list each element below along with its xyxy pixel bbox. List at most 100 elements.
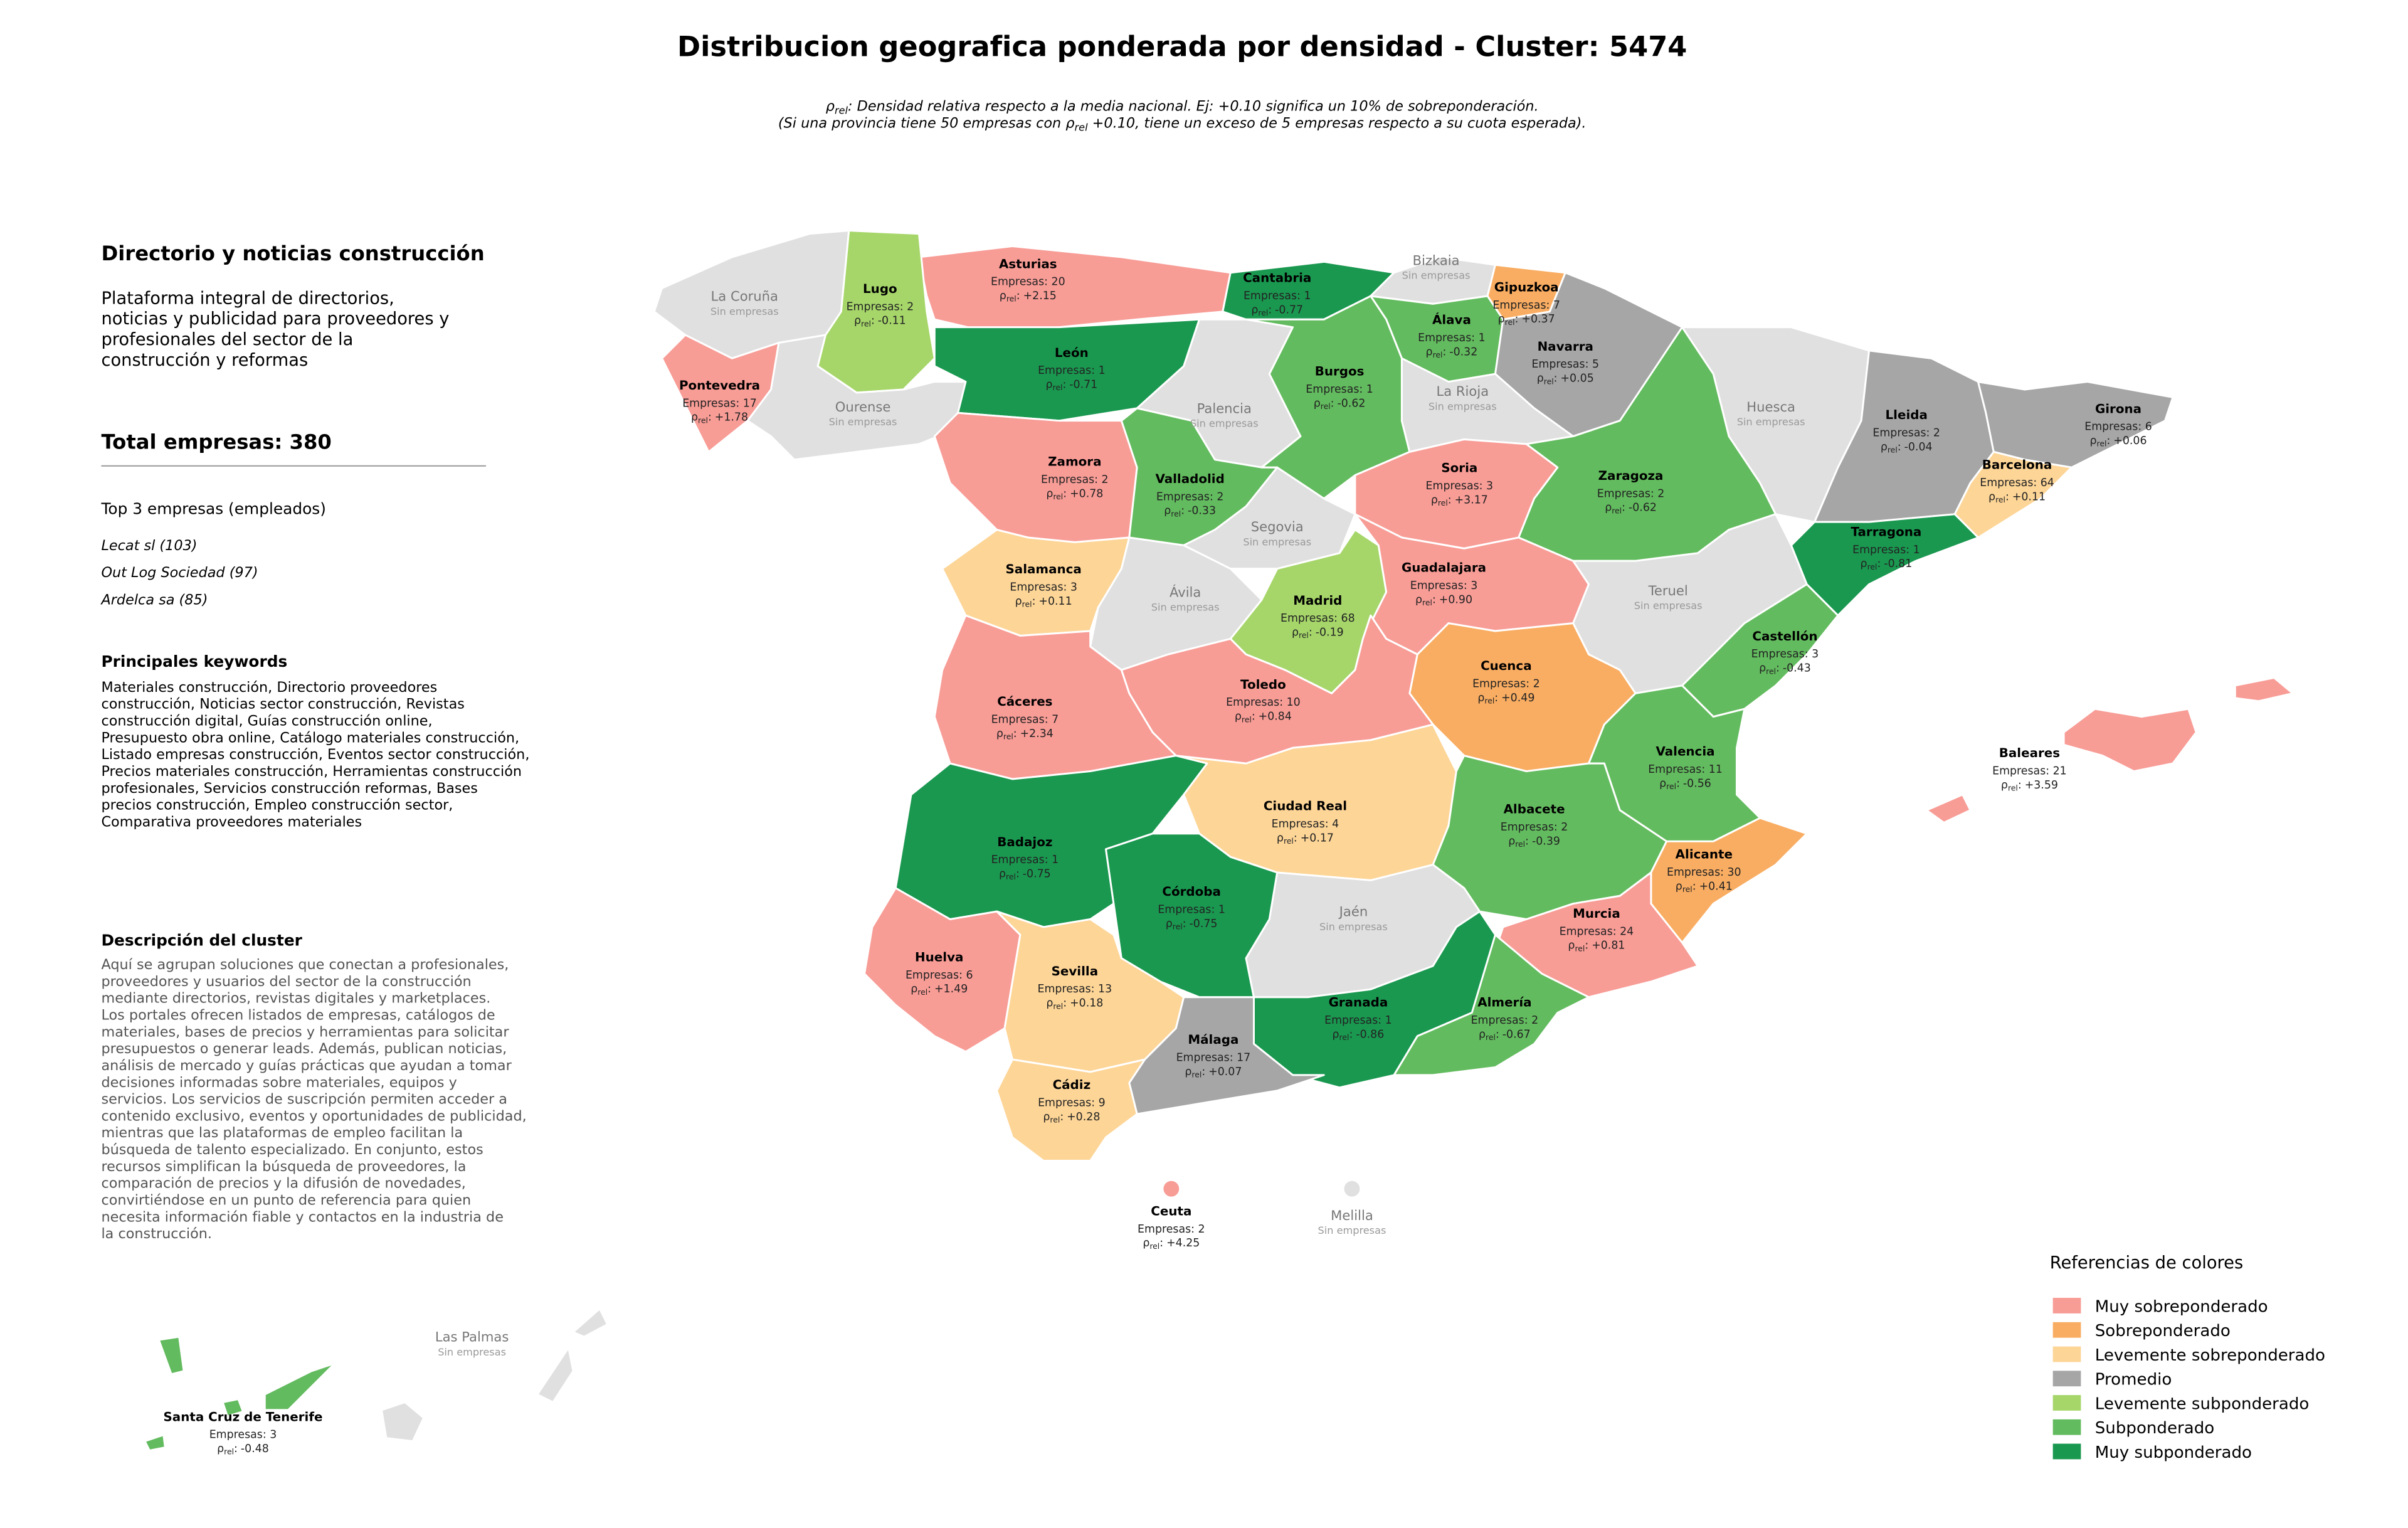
province-companies: Empresas: 2 (1041, 474, 1109, 486)
province-rho: ρrel: -0.56 (1659, 777, 1711, 791)
rho-symbol: ρ (1000, 290, 1006, 302)
legend-swatch (2052, 1298, 2081, 1313)
province-companies: Empresas: 2 (1472, 677, 1540, 690)
rho-symbol: ρ (1759, 662, 1766, 675)
province-companies: Empresas: 1 (1324, 1014, 1392, 1027)
description-line: materiales, bases de precios y herramien… (101, 1024, 509, 1040)
rho-symbol: ρ (1426, 346, 1433, 358)
province-name: Castellón (1752, 629, 1817, 644)
rho-subscript: rel (2008, 783, 2018, 793)
rho-symbol: ρ (1015, 595, 1022, 608)
rho-separator: : (1063, 997, 1067, 1010)
province-shape (157, 1335, 185, 1376)
province-companies: Empresas: 7 (1492, 299, 1560, 312)
province-companies: Empresas: 68 (1281, 612, 1355, 625)
tagline: profesionales del sector de la (101, 330, 353, 349)
province-rho: ρrel: -0.04 (1881, 441, 1933, 455)
province-companies: Sin empresas (1428, 400, 1497, 412)
province-companies: Empresas: 2 (1597, 487, 1665, 500)
rho-subscript: rel (1053, 383, 1063, 392)
rho-subscript: rel (1888, 445, 1898, 455)
province-companies: Sin empresas (1737, 416, 1805, 428)
keywords-title: Principales keywords (101, 652, 287, 671)
province-name: Baleares (1999, 746, 2060, 760)
description-line: Los portales ofrecen listados de empresa… (101, 1007, 495, 1023)
province-name: Palencia (1197, 400, 1252, 416)
rho-subscript: rel (1484, 696, 1494, 706)
rho-symbol: ρ (1479, 1028, 1486, 1041)
rho-subscript: rel (1022, 600, 1032, 609)
rho-separator: : (1268, 304, 1272, 316)
province-shape (1953, 450, 2073, 539)
rho-separator: : (1349, 1028, 1353, 1041)
province-name: Cuenca (1481, 659, 1532, 673)
rho-symbol: ρ (691, 411, 698, 424)
rho-symbol: ρ (217, 1443, 224, 1455)
rho-value: -0.11 (878, 315, 906, 327)
province-rho: ρrel: +0.28 (1043, 1111, 1100, 1125)
rho-separator: : (1676, 777, 1680, 790)
province-rho: ρrel: -0.62 (1314, 397, 1366, 411)
rho-subscript: rel (1505, 317, 1515, 327)
province-name: Zaragoza (1598, 469, 1664, 483)
rho-symbol: ρ (1477, 692, 1484, 704)
rho-subscript: rel (2097, 439, 2107, 448)
province-companies: Empresas: 3 (1426, 480, 1494, 492)
province-rho: ρrel: +0.41 (1676, 880, 1733, 894)
province-rho: ρrel: +1.49 (911, 983, 968, 997)
province-companies: Empresas: 30 (1667, 866, 1741, 879)
province-companies: Empresas: 2 (1501, 821, 1568, 834)
province-rho: ρrel: +0.18 (1046, 997, 1103, 1011)
rho-symbol: ρ (1046, 997, 1053, 1010)
rho-symbol: ρ (996, 728, 1003, 740)
keywords-line: Materiales construcción, Directorio prov… (101, 679, 437, 696)
rho-separator: : (2005, 491, 2009, 503)
province-rho: ρrel: -0.67 (1479, 1028, 1531, 1042)
province-shape (263, 1362, 336, 1411)
province-rho: ρrel: +4.25 (1143, 1237, 1200, 1251)
rho-symbol: ρ (1988, 491, 1995, 503)
rho-separator: : (1432, 593, 1436, 606)
province-rho: ρrel: -0.32 (1426, 346, 1478, 359)
province-name: Córdoba (1162, 884, 1221, 899)
tagline: Plataforma integral de directorios, (101, 289, 394, 308)
description-line: presupuestos o generar leads. Además, pu… (101, 1041, 507, 1057)
description-line: recursos simplifican la búsqueda de prov… (101, 1159, 466, 1175)
province-rho: ρrel: +3.17 (1431, 494, 1488, 507)
province-rho: ρrel: +0.05 (1537, 373, 1594, 386)
province-name: Huelva (915, 950, 963, 965)
province-name: Girona (2095, 401, 2141, 416)
description-line: comparación de precios y la difusión de … (101, 1175, 465, 1192)
rho-value: -0.75 (1190, 918, 1218, 930)
rho-value: +0.05 (1561, 373, 1594, 385)
rho-separator: : (1063, 487, 1067, 500)
legend-swatch (2052, 1443, 2081, 1460)
rho-symbol: ρ (1251, 304, 1258, 316)
rho-subscript: rel (1666, 782, 1676, 791)
rho-subscript: rel (917, 987, 927, 997)
rho-subscript: rel (1682, 884, 1692, 894)
province-shape (863, 887, 1022, 1053)
rho-value: +0.49 (1501, 692, 1534, 704)
province-companies: Empresas: 3 (1010, 581, 1077, 593)
rho-separator: : (234, 1443, 238, 1455)
province-companies: Sin empresas (1243, 536, 1311, 548)
rho-value: +0.90 (1439, 593, 1472, 606)
province-name: Salamanca (1006, 562, 1082, 576)
province-companies: Empresas: 1 (1158, 904, 1225, 916)
province-name: Cádiz (1053, 1078, 1091, 1092)
province-companies: Sin empresas (1151, 602, 1220, 613)
province-rho: ρrel: +0.90 (1415, 593, 1472, 607)
top-title: Top 3 empresas (empleados) (100, 500, 325, 518)
province-rho: ρrel: -0.62 (1605, 502, 1657, 516)
rho-value: +0.84 (1259, 711, 1292, 723)
rho-subscript: rel (1433, 350, 1443, 359)
rho-separator: : (1252, 711, 1255, 723)
rho-value: -0.67 (1502, 1028, 1531, 1041)
legend-label: Subponderado (2095, 1419, 2214, 1438)
rho-separator: : (1159, 1237, 1163, 1249)
rho-symbol: ρ (1143, 1237, 1149, 1249)
rho-subscript: rel (861, 319, 871, 328)
legend-swatch (2052, 1371, 2081, 1387)
rho-symbol: ρ (1861, 558, 1867, 570)
